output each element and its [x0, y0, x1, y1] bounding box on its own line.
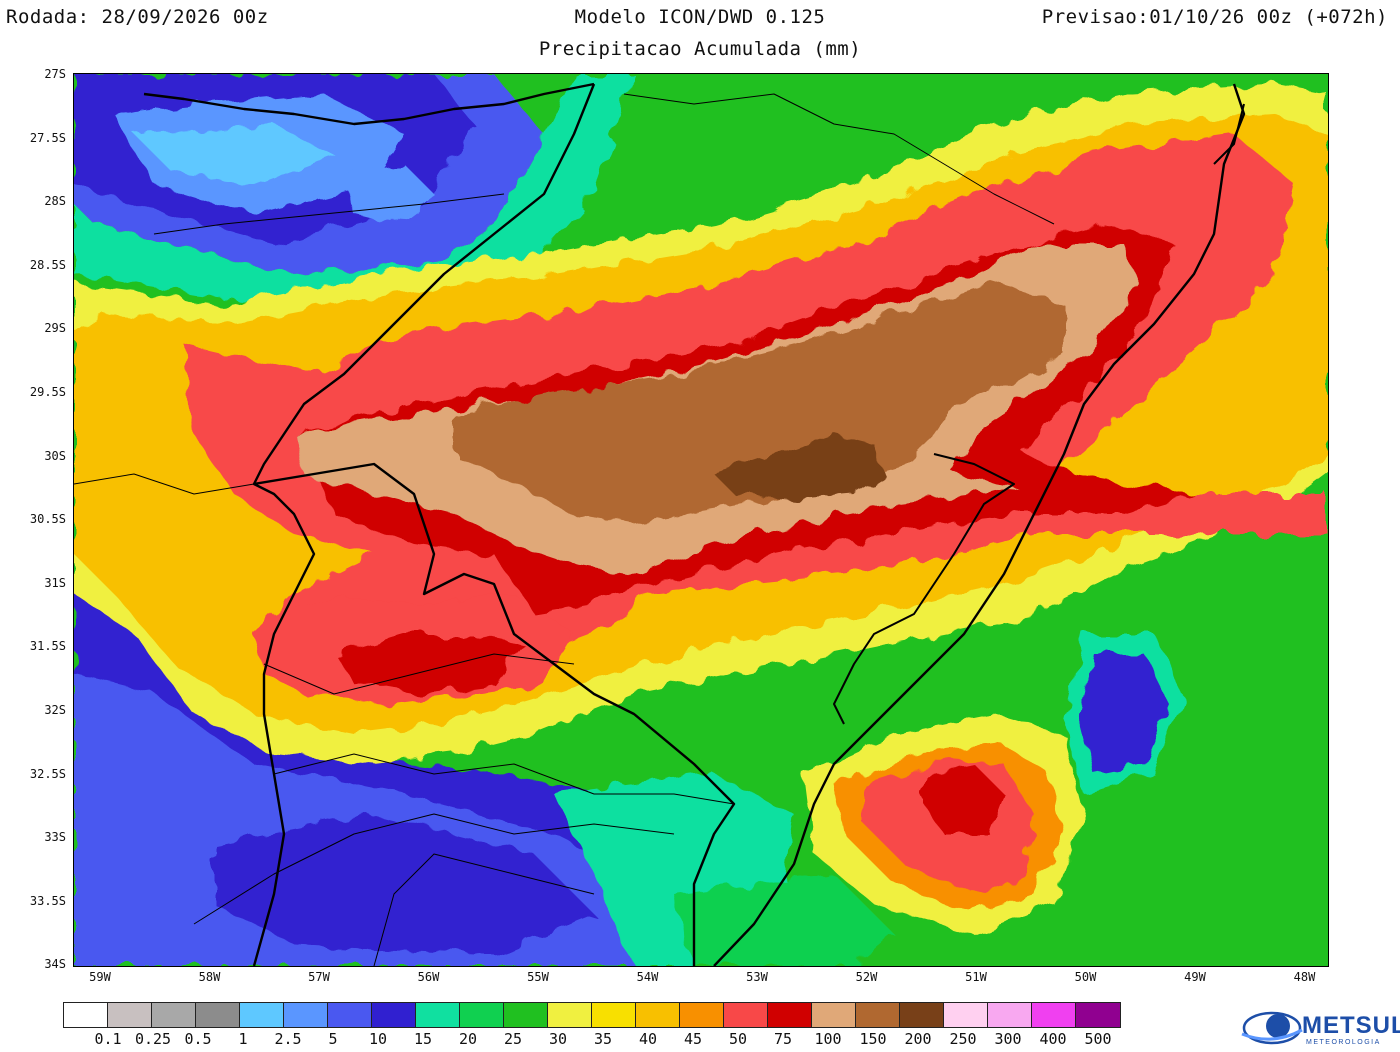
lat-tick-label: 28S: [44, 194, 66, 209]
metsul-logo-icon: [1241, 1011, 1303, 1045]
colorbar-tick-label: 150: [859, 1030, 887, 1048]
colorbar-swatch: [196, 1003, 240, 1027]
colorbar-swatch: [1032, 1003, 1076, 1027]
colorbar-tick-label: 0.25: [134, 1030, 172, 1048]
colorbar-swatch: [988, 1003, 1032, 1027]
colorbar-swatch: [768, 1003, 812, 1027]
colorbar-tick-label: 25: [503, 1030, 523, 1048]
colorbar-tick-label: 50: [728, 1030, 748, 1048]
colorbar-tick-label: 20: [458, 1030, 478, 1048]
colorbar-tick-label: 0.5: [184, 1030, 212, 1048]
lon-tick-label: 54W: [636, 970, 659, 984]
colorbar-tick-label: 75: [773, 1030, 793, 1048]
lon-tick-label: 58W: [198, 970, 221, 984]
colorbar-swatch: [812, 1003, 856, 1027]
colorbar-tick-label: 40: [638, 1030, 658, 1048]
lat-tick-label: 30S: [44, 448, 66, 463]
colorbar-tick-label: 45: [683, 1030, 703, 1048]
metsul-logo-text: METSUL: [1302, 1012, 1400, 1039]
lat-tick-label: 33S: [44, 830, 66, 845]
colorbar-tick-label: 10: [368, 1030, 388, 1048]
colorbar-tick-label: 5: [328, 1030, 338, 1048]
colorbar-swatch: [108, 1003, 152, 1027]
lon-tick-label: 53W: [746, 970, 768, 984]
lon-tick-label: 59W: [89, 970, 111, 984]
lon-tick-label: 55W: [527, 970, 549, 984]
lat-tick-label: 34S: [44, 957, 66, 972]
colorbar-tick-label: 2.5: [274, 1030, 302, 1048]
colorbar-swatch: [504, 1003, 548, 1027]
lat-tick-label: 29.5S: [29, 385, 66, 399]
colorbar-tick-label: 0.1: [94, 1030, 122, 1048]
colorbar-swatch: [64, 1003, 108, 1027]
lon-tick-label: 56W: [417, 970, 440, 984]
colorbar-tick-label: 500: [1084, 1030, 1112, 1048]
colorbar-swatch: [416, 1003, 460, 1027]
lon-tick-label: 52W: [855, 970, 878, 984]
lon-tick-label: 50W: [1074, 970, 1097, 984]
model-title: Modelo ICON/DWD 0.125: [574, 6, 826, 28]
run-date-label: Rodada: 28/09/2026 00z: [6, 6, 269, 28]
lon-tick-label: 48W: [1293, 970, 1316, 984]
lat-tick-label: 28.5S: [29, 257, 66, 272]
colorbar-swatch: [636, 1003, 680, 1027]
colorbar-tick-label: 30: [548, 1030, 568, 1048]
colorbar-swatch: [460, 1003, 504, 1027]
colorbar-swatch: [284, 1003, 328, 1027]
colorbar-swatch: [548, 1003, 592, 1027]
colorbar-swatch: [856, 1003, 900, 1027]
lat-tick-label: 31.5S: [29, 639, 66, 654]
colorbar-tick-label: 1: [238, 1030, 248, 1048]
colorbar-swatch: [240, 1003, 284, 1027]
colorbar-tick-label: 200: [904, 1030, 932, 1048]
forecast-valid-label: Previsao:01/10/26 00z (+072h): [1041, 6, 1388, 28]
lat-tick-label: 30.5S: [29, 512, 66, 527]
lat-tick-label: 31S: [44, 575, 66, 590]
metsul-logo-subtext: METEOROLOGIA: [1306, 1039, 1381, 1046]
colorbar-tick-label: 15: [413, 1030, 433, 1048]
lon-tick-label: 51W: [965, 970, 987, 984]
colorbar: [63, 1002, 1121, 1028]
lat-tick-label: 27S: [44, 67, 66, 81]
colorbar-swatch: [900, 1003, 944, 1027]
precipitation-field: [74, 74, 1328, 966]
lat-tick-label: 29S: [44, 321, 66, 336]
lon-tick-label: 57W: [308, 970, 330, 984]
colorbar-tick-label: 100: [814, 1030, 842, 1048]
lat-tick-label: 27.5S: [29, 130, 66, 145]
map-subtitle: Precipitacao Acumulada (mm): [538, 38, 862, 60]
colorbar-swatch: [724, 1003, 768, 1027]
lon-tick-label: 49W: [1184, 970, 1206, 984]
colorbar-tick-label: 300: [994, 1030, 1022, 1048]
colorbar-tick-label: 35: [593, 1030, 613, 1048]
colorbar-swatch: [680, 1003, 724, 1027]
colorbar-tick-label: 400: [1039, 1030, 1067, 1048]
colorbar-swatch: [152, 1003, 196, 1027]
colorbar-swatch: [372, 1003, 416, 1027]
colorbar-tick-label: 250: [949, 1030, 977, 1048]
lat-tick-label: 33.5S: [29, 893, 66, 908]
colorbar-swatch: [1076, 1003, 1120, 1027]
lat-tick-label: 32.5S: [29, 766, 66, 781]
lat-tick-label: 32S: [44, 703, 66, 717]
precipitation-map: [73, 73, 1329, 967]
colorbar-swatch: [592, 1003, 636, 1027]
colorbar-swatch: [328, 1003, 372, 1027]
colorbar-swatch: [944, 1003, 988, 1027]
